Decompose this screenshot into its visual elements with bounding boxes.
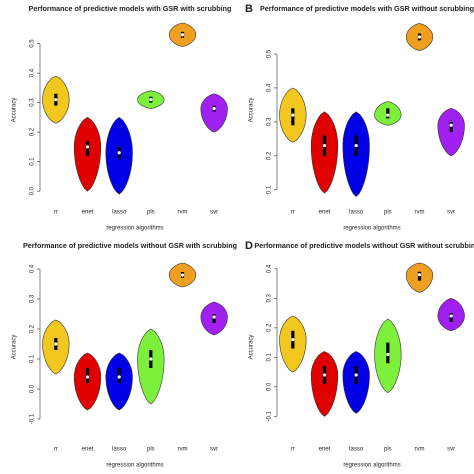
violin-median	[449, 123, 453, 127]
x-tick-label: pls	[384, 447, 392, 453]
violin-median	[354, 144, 358, 148]
x-tick-label: lasso	[112, 210, 127, 216]
panel-label: D	[245, 240, 253, 252]
violin-median	[322, 373, 327, 377]
x-tick-label: enet	[82, 447, 94, 453]
x-tick-label: svr	[447, 447, 455, 453]
violin-median	[449, 314, 453, 318]
x-tick-label: rr	[291, 210, 295, 216]
violin-median	[386, 352, 390, 356]
violin-median	[322, 144, 327, 148]
x-tick-label: pls	[384, 210, 392, 216]
x-tick-label: rvm	[415, 447, 425, 453]
x-tick-label: svr	[447, 210, 455, 216]
violin-median	[54, 98, 58, 102]
y-tick-label: 0.0	[30, 186, 36, 195]
x-tick-label: pls	[147, 447, 155, 453]
x-tick-label: lasso	[112, 447, 127, 453]
y-axis-label: Accuracy	[12, 335, 18, 360]
violin-median	[291, 113, 295, 117]
x-tick-label: lasso	[349, 447, 364, 453]
x-tick-label: rr	[54, 447, 58, 453]
violin-median	[417, 35, 422, 39]
violin-median	[212, 106, 216, 111]
y-tick-label: 0.1	[30, 157, 36, 166]
y-tick-label: 0.2	[267, 151, 273, 160]
y-tick-label: -0.1	[30, 413, 36, 424]
violin-median	[180, 273, 185, 277]
y-tick-label: 0.3	[267, 293, 273, 302]
violin-median	[291, 338, 295, 342]
violin-median	[180, 33, 185, 37]
y-axis-label: Accuracy	[249, 98, 255, 123]
y-axis-label: Accuracy	[12, 98, 18, 123]
violin-median	[354, 373, 358, 377]
y-tick-label: 0.3	[267, 117, 273, 126]
violin-median	[117, 375, 121, 379]
violin-median	[149, 98, 153, 102]
y-tick-label: 0.4	[30, 68, 36, 77]
y-tick-label: 0.0	[30, 384, 36, 393]
x-tick-label: rvm	[415, 210, 425, 216]
chart-title: Performance of predictive models without…	[254, 241, 474, 250]
x-tick-label: rvm	[178, 210, 188, 216]
violin-body	[200, 93, 228, 133]
chart-title: Performance of predictive models with GS…	[29, 4, 232, 13]
x-axis-label: regression algorithms	[106, 463, 163, 469]
y-tick-label: 0.4	[30, 264, 36, 273]
x-tick-label: rr	[54, 210, 58, 216]
y-tick-label: -0.1	[267, 411, 273, 422]
y-tick-label: 0.0	[267, 382, 273, 391]
x-tick-label: pls	[147, 210, 155, 216]
x-axis-label: regression algorithms	[106, 226, 163, 232]
violin-median	[386, 113, 390, 117]
y-tick-label: 0.4	[267, 83, 273, 92]
x-tick-label: svr	[210, 447, 218, 453]
violin-box	[449, 121, 453, 133]
y-tick-label: 0.3	[30, 294, 36, 303]
violin-median	[117, 151, 121, 155]
x-tick-label: rr	[291, 447, 295, 453]
y-axis-label: Accuracy	[249, 335, 255, 360]
y-tick-label: 0.2	[267, 323, 273, 332]
chart-title: Performance of predictive models without…	[23, 241, 237, 250]
y-tick-label: 0.5	[267, 49, 273, 58]
y-tick-label: 0.1	[267, 185, 273, 194]
x-tick-label: enet	[319, 210, 331, 216]
violin-median	[149, 357, 153, 361]
y-tick-label: 0.4	[267, 264, 273, 273]
x-tick-label: svr	[210, 210, 218, 216]
violin-median	[85, 375, 90, 379]
x-axis-label: regression algorithms	[343, 463, 400, 469]
y-tick-label: 0.3	[30, 98, 36, 107]
violin-median	[85, 145, 90, 149]
x-tick-label: enet	[82, 210, 94, 216]
violin-box	[386, 108, 390, 119]
panel-label: B	[245, 3, 253, 15]
violin-median	[212, 315, 216, 319]
y-tick-label: 0.2	[30, 324, 36, 333]
y-tick-label: 0.2	[30, 127, 36, 136]
chart-title: Performance of predictive models with GS…	[260, 4, 474, 13]
y-tick-label: 0.5	[30, 39, 36, 48]
x-tick-label: enet	[319, 447, 331, 453]
violin-box	[291, 108, 295, 126]
x-axis-label: regression algorithms	[343, 226, 400, 232]
x-tick-label: lasso	[349, 210, 364, 216]
violin-median	[54, 342, 58, 346]
x-tick-label: rvm	[178, 447, 188, 453]
y-tick-label: 0.1	[30, 354, 36, 363]
violin-median	[417, 273, 422, 277]
y-tick-label: 0.1	[267, 352, 273, 361]
